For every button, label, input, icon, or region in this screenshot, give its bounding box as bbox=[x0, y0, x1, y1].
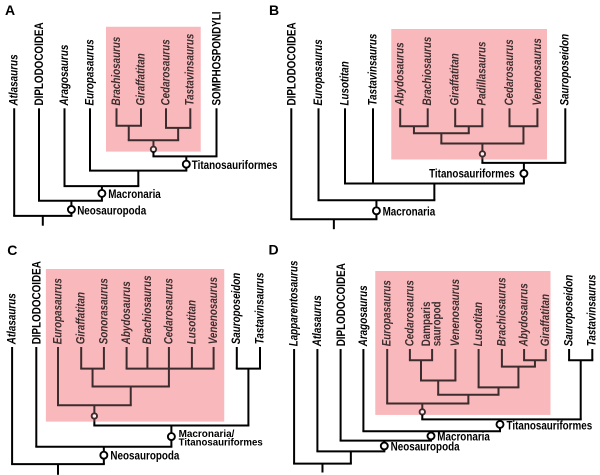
svg-text:A: A bbox=[5, 2, 15, 18]
svg-text:Titanosauriformes: Titanosauriformes bbox=[429, 167, 515, 181]
svg-text:DIPLODOCOIDEA: DIPLODOCOIDEA bbox=[334, 263, 348, 346]
svg-text:Venenosaurus: Venenosaurus bbox=[530, 38, 544, 106]
svg-text:Cedarosaurus: Cedarosaurus bbox=[402, 280, 416, 346]
svg-text:DIPLODOCOIDEA: DIPLODOCOIDEA bbox=[30, 261, 44, 344]
svg-text:Giraffatitan: Giraffatitan bbox=[538, 294, 552, 346]
svg-text:Cedarosaurus: Cedarosaurus bbox=[161, 278, 175, 344]
svg-text:Europasaurus: Europasaurus bbox=[311, 39, 325, 105]
svg-text:Damparis: Damparis bbox=[419, 301, 433, 346]
svg-text:Tastavinsaurus: Tastavinsaurus bbox=[183, 33, 197, 105]
svg-text:Tastavinsaurus: Tastavinsaurus bbox=[585, 274, 599, 346]
svg-text:B: B bbox=[269, 2, 279, 18]
svg-text:Abydosaurus: Abydosaurus bbox=[393, 42, 407, 106]
svg-text:Atlasaurus: Atlasaurus bbox=[7, 54, 21, 106]
svg-text:Lusotitan: Lusotitan bbox=[337, 61, 351, 105]
svg-text:Abydosaurus: Abydosaurus bbox=[517, 283, 531, 347]
svg-text:DIPLODOCOIDEA: DIPLODOCOIDEA bbox=[32, 22, 46, 105]
svg-text:Atlasaurus: Atlasaurus bbox=[5, 293, 19, 345]
svg-text:Aragosaurus: Aragosaurus bbox=[356, 285, 370, 347]
svg-text:Abydosaurus: Abydosaurus bbox=[119, 281, 133, 345]
svg-text:C: C bbox=[7, 242, 17, 258]
svg-text:Europasaurus: Europasaurus bbox=[82, 39, 96, 105]
svg-text:Macronaria/: Macronaria/ bbox=[179, 429, 235, 440]
svg-text:Brachiosaurus: Brachiosaurus bbox=[420, 36, 434, 105]
svg-text:Brachiosaurus: Brachiosaurus bbox=[494, 277, 508, 346]
svg-text:SOMPHOSPONDYLI: SOMPHOSPONDYLI bbox=[210, 12, 224, 106]
svg-text:Lusotitan: Lusotitan bbox=[471, 302, 485, 346]
svg-text:Brachiosaurus: Brachiosaurus bbox=[140, 275, 154, 344]
svg-text:Sonorasaurus: Sonorasaurus bbox=[96, 278, 110, 344]
svg-text:Sauroposeidon: Sauroposeidon bbox=[229, 273, 243, 345]
svg-text:sauropod: sauropod bbox=[430, 302, 444, 347]
svg-text:D: D bbox=[269, 242, 279, 258]
svg-text:Neosauropoda: Neosauropoda bbox=[391, 440, 460, 454]
svg-text:Giraffatitan: Giraffatitan bbox=[448, 53, 462, 105]
svg-text:Titanosauriformes: Titanosauriformes bbox=[192, 158, 278, 172]
svg-text:Europasaurus: Europasaurus bbox=[380, 280, 394, 346]
svg-text:Titanosauriformes: Titanosauriformes bbox=[179, 438, 264, 449]
svg-text:Atlasaurus: Atlasaurus bbox=[310, 295, 324, 347]
svg-text:Cedarosaurus: Cedarosaurus bbox=[502, 39, 516, 105]
svg-text:Padillasaurus: Padillasaurus bbox=[475, 41, 489, 105]
svg-text:Aragosaurus: Aragosaurus bbox=[57, 44, 71, 106]
svg-text:Venenosaurus: Venenosaurus bbox=[206, 277, 220, 345]
svg-text:Macronaria: Macronaria bbox=[383, 204, 436, 218]
svg-text:Cedarosaurus: Cedarosaurus bbox=[158, 39, 172, 105]
svg-text:Titanosauriformes: Titanosauriformes bbox=[507, 419, 593, 433]
svg-text:Tastavinsaurus: Tastavinsaurus bbox=[252, 272, 266, 344]
svg-text:Giraffatitan: Giraffatitan bbox=[133, 53, 147, 105]
svg-text:Macronaria: Macronaria bbox=[437, 430, 490, 444]
svg-text:Lusotitan: Lusotitan bbox=[184, 300, 198, 344]
svg-text:Sauroposeidon: Sauroposeidon bbox=[558, 34, 572, 106]
svg-text:Venenosaurus: Venenosaurus bbox=[448, 279, 462, 347]
svg-text:Brachiosaurus: Brachiosaurus bbox=[109, 36, 123, 105]
svg-text:Neosauropoda: Neosauropoda bbox=[110, 448, 179, 462]
svg-text:Sauroposeidon: Sauroposeidon bbox=[562, 275, 576, 347]
svg-text:Europasaurus: Europasaurus bbox=[50, 278, 64, 344]
svg-text:Giraffatitan: Giraffatitan bbox=[74, 292, 88, 344]
svg-text:Tastavinsaurus: Tastavinsaurus bbox=[365, 33, 379, 105]
svg-text:Macronaria: Macronaria bbox=[108, 187, 161, 201]
svg-text:Neosauropoda: Neosauropoda bbox=[77, 203, 146, 217]
svg-text:Lapparentosaurus: Lapparentosaurus bbox=[287, 260, 301, 346]
svg-text:DIPLODOCOIDEA: DIPLODOCOIDEA bbox=[285, 22, 299, 105]
